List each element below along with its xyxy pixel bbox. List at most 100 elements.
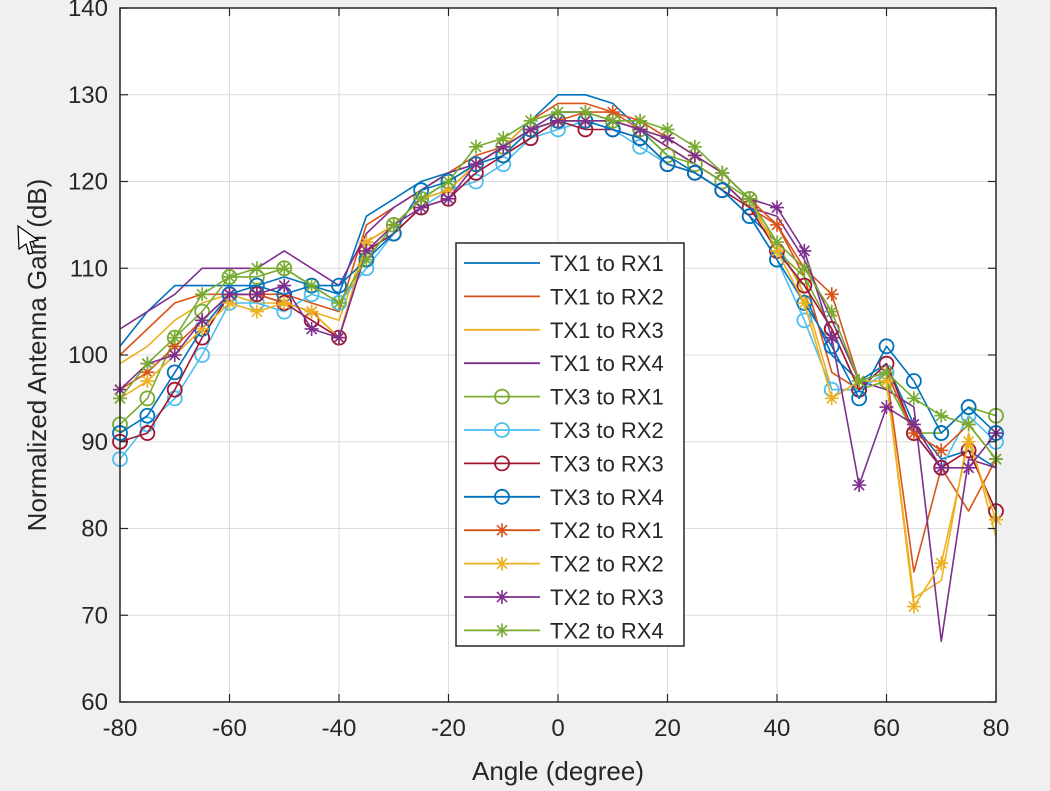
data-point — [277, 295, 292, 310]
data-point — [906, 426, 921, 441]
series-line — [119, 94, 997, 469]
legend-swatch-marker — [495, 590, 509, 604]
legend-swatch-marker — [494, 455, 510, 472]
x-axis-label: Angle (degree) — [472, 756, 644, 786]
data-point — [195, 313, 210, 328]
data-point — [249, 261, 264, 276]
series-tx2-to-rx4 — [113, 105, 1003, 467]
x-tick-label: -60 — [212, 715, 247, 742]
data-point — [852, 374, 867, 389]
y-tick-label: 60 — [81, 689, 108, 716]
data-point — [933, 425, 950, 441]
data-point — [166, 381, 183, 398]
data-point — [140, 374, 155, 389]
x-tick-label: 80 — [983, 715, 1010, 742]
data-point — [167, 348, 182, 362]
y-tick-label: 90 — [81, 429, 108, 456]
data-point — [386, 217, 401, 232]
x-tick-label: -80 — [103, 715, 138, 742]
y-tick-label: 140 — [68, 0, 108, 22]
legend-item: TX1 to RX4 — [464, 351, 664, 376]
data-point — [359, 252, 374, 267]
legend-label: TX3 to RX4 — [550, 485, 664, 510]
legend-item: TX2 to RX1 — [464, 518, 664, 543]
series-tx1-to-rx2 — [119, 102, 997, 573]
legend-swatch-marker — [495, 623, 509, 638]
legend-item: TX3 to RX3 — [464, 451, 664, 476]
data-point — [304, 278, 319, 293]
series-line — [119, 120, 997, 469]
data-point — [140, 365, 155, 380]
data-point — [414, 200, 429, 215]
legend-item: TX2 to RX4 — [464, 618, 664, 643]
data-point — [741, 208, 758, 225]
data-point — [687, 139, 702, 154]
data-point — [796, 312, 813, 329]
legend-item: TX1 to RX2 — [464, 284, 664, 309]
data-point — [441, 174, 456, 189]
data-point — [906, 599, 921, 614]
data-point — [139, 407, 156, 424]
data-point — [194, 347, 211, 363]
data-point — [139, 425, 156, 441]
data-point — [249, 304, 264, 319]
data-point — [304, 304, 319, 319]
data-point — [633, 113, 648, 128]
legend-item: TX1 to RX1 — [464, 251, 664, 276]
y-tick-label: 130 — [68, 82, 108, 109]
legend-label: TX3 to RX3 — [550, 451, 664, 476]
data-point — [441, 191, 456, 206]
data-point — [796, 277, 813, 294]
legend-label: TX1 to RX3 — [550, 318, 664, 343]
data-point — [659, 156, 676, 173]
data-point — [523, 113, 538, 128]
mouse-cursor-icon — [17, 224, 40, 255]
data-point — [140, 356, 155, 371]
legend-label: TX2 to RX4 — [550, 618, 664, 643]
data-point — [222, 287, 237, 302]
y-tick-label: 70 — [81, 602, 108, 629]
legend-swatch-marker — [494, 422, 510, 438]
data-point — [551, 113, 565, 128]
legend-item: TX1 to RX3 — [464, 318, 664, 343]
data-point — [742, 191, 757, 206]
data-point — [167, 330, 182, 345]
legend-label: TX2 to RX3 — [550, 585, 664, 610]
series-layer — [112, 94, 1004, 643]
data-point — [496, 131, 511, 146]
legend-item: TX3 to RX2 — [464, 418, 664, 443]
data-point — [878, 338, 895, 355]
data-point — [332, 295, 346, 310]
x-tick-label: 0 — [551, 715, 564, 742]
data-point — [139, 390, 156, 407]
data-point — [249, 287, 264, 302]
data-point — [495, 156, 512, 173]
legend-label: TX1 to RX2 — [550, 284, 664, 309]
data-point — [332, 330, 346, 345]
data-point — [770, 217, 784, 232]
legend-box — [455, 242, 685, 647]
data-point — [195, 287, 210, 302]
data-point — [770, 200, 784, 215]
data-point — [441, 183, 456, 198]
legend-label: TX1 to RX4 — [550, 351, 664, 376]
data-point — [222, 269, 237, 284]
data-point — [468, 157, 483, 172]
x-tick-label: 20 — [654, 715, 681, 742]
data-point — [770, 235, 784, 250]
data-point — [660, 122, 675, 137]
data-point — [632, 138, 649, 155]
data-point — [331, 277, 347, 294]
data-point — [578, 113, 593, 128]
x-tick-label: -40 — [322, 715, 357, 742]
y-tick-label: 80 — [81, 516, 108, 543]
data-point — [277, 261, 292, 276]
data-point — [934, 460, 949, 475]
data-point — [824, 304, 839, 319]
data-point — [852, 478, 867, 493]
data-point — [714, 182, 731, 199]
data-point — [934, 408, 949, 423]
data-point — [686, 164, 703, 181]
data-point — [961, 434, 976, 449]
y-tick-label: 120 — [68, 169, 108, 196]
